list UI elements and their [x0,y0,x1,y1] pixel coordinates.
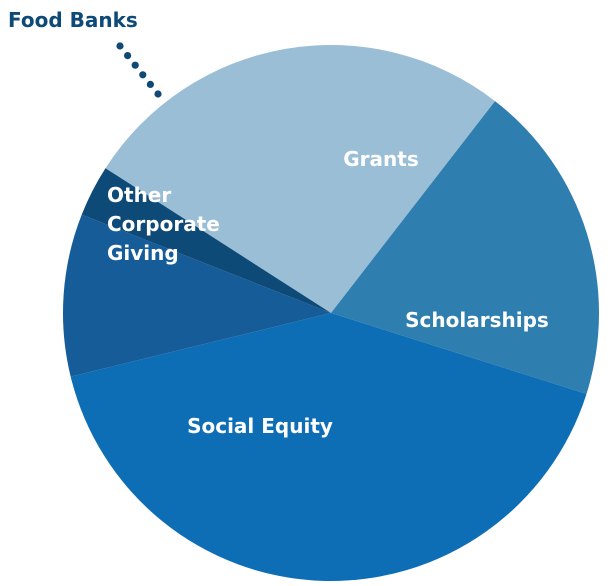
pie-slices [63,45,599,581]
label-food-banks: Food Banks [8,8,138,32]
pie-slice-scholarships [331,101,599,394]
callout-dot [124,52,132,60]
label-line: Other [107,183,171,207]
callout-dot [139,71,147,79]
label-line: Social Equity [187,414,333,438]
callout-dot [131,61,139,69]
food-banks-callout [116,42,162,98]
label-line: Grants [343,147,418,171]
label-grants: Grants [343,147,418,171]
pie-slice-other-corporate-giving [63,214,331,377]
pie-slice-social-equity [70,313,587,581]
label-scholarships: Scholarships [405,308,549,332]
label-other-corporate-giving: Other Corporate Giving [107,183,220,265]
pie-slice-food-banks [81,168,331,313]
label-line: Giving [107,241,179,265]
label-line: Scholarships [405,308,549,332]
label-social-equity: Social Equity [187,414,333,438]
label-line: Corporate [107,212,220,236]
label-line: Food Banks [8,8,138,32]
callout-dot [154,90,162,98]
callout-dot [116,42,124,50]
callout-dot [146,80,154,88]
pie-slice-grants [105,45,496,314]
pie-labels: Grants Scholarships Social Equity Other Corp… [8,8,549,438]
